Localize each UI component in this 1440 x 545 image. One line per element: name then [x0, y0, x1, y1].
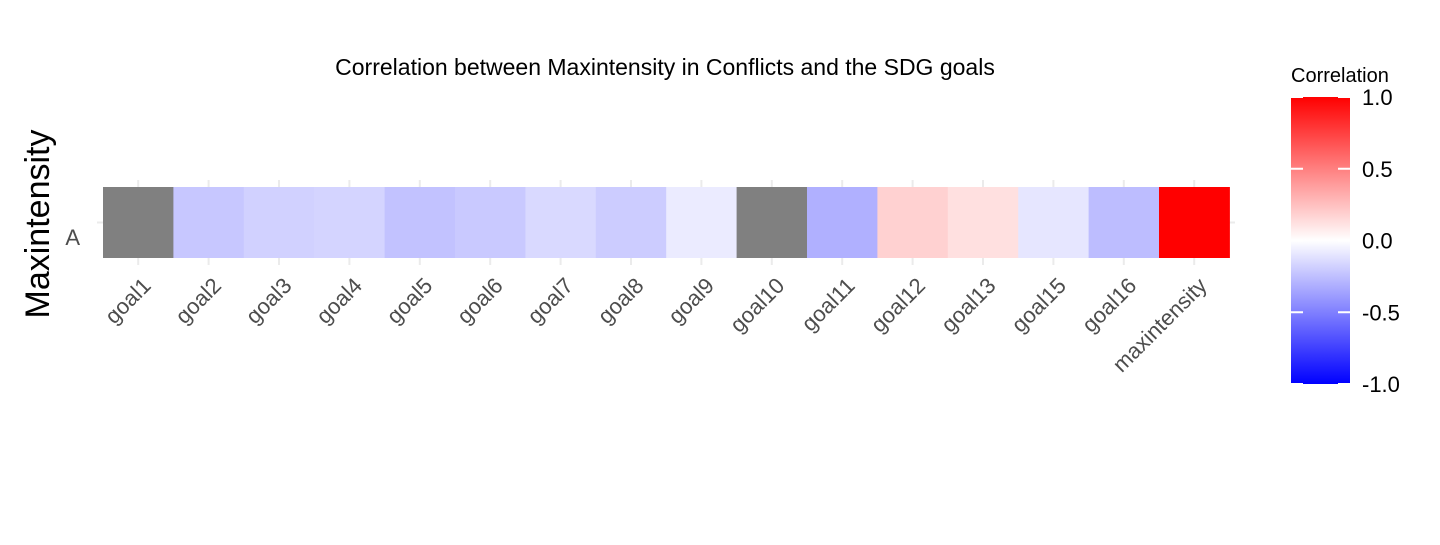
heatmap-cell-goal3 [243, 187, 315, 258]
x-tick-label: goal6 [452, 273, 508, 329]
legend-tick-label: 0.5 [1362, 157, 1393, 182]
heatmap-cell-maxintensity [1159, 187, 1230, 258]
x-tick-label: goal8 [593, 273, 649, 329]
legend-tick-label: 0.0 [1362, 229, 1393, 254]
x-tick-label: goal10 [725, 273, 789, 337]
heatmap-cell-goal7 [525, 187, 597, 258]
x-tick-label: goal7 [522, 273, 578, 329]
x-tick-label: goal13 [936, 273, 1000, 337]
x-tick-label: goal5 [382, 273, 438, 329]
heatmap-cell-goal16 [1088, 187, 1160, 258]
x-tick-label: goal15 [1007, 273, 1071, 337]
x-tick-label: goal11 [796, 273, 859, 336]
x-tick-label: goal4 [311, 273, 367, 329]
heatmap-cell-goal6 [455, 187, 526, 258]
heatmap-cells [103, 187, 1230, 258]
heatmap-cell-goal5 [384, 187, 456, 258]
heatmap-cell-goal2 [173, 187, 245, 258]
heatmap-cell-goal11 [807, 187, 878, 258]
y-axis-title: Maxintensity [19, 130, 57, 319]
x-tick-label: goal9 [663, 273, 719, 329]
legend-tick-label: 1.0 [1362, 85, 1393, 110]
x-tick-label: goal1 [100, 273, 156, 329]
x-tick-labels: goal1 goal2 goal3 goal4 goal5 goal6 goal7 goal8… [100, 273, 1212, 377]
heatmap-cell-goal10 [736, 187, 808, 258]
x-tick-label: goal16 [1077, 273, 1141, 337]
chart-title: Correlation between Maxintensity in Conf… [335, 54, 995, 80]
heatmap-cell-goal8 [595, 187, 667, 258]
x-tick-label: goal12 [866, 273, 930, 337]
heatmap-cell-goal15 [1018, 187, 1090, 258]
legend-tick-label: -1.0 [1362, 372, 1400, 397]
heatmap-cell-goal13 [947, 187, 1019, 258]
heatmap-cell-goal12 [877, 187, 949, 258]
legend-ticks: 1.0 0.5 0.0 -0.5 -1.0 [1291, 85, 1400, 397]
color-legend: Correlation 1.0 0.5 0.0 -0.5 -1.0 [1291, 65, 1400, 397]
heatmap-cell-goal4 [314, 187, 386, 258]
heatmap-cell-goal1 [103, 187, 174, 258]
heatmap-cell-goal9 [666, 187, 738, 258]
y-tick-label: A [65, 225, 80, 250]
x-tick-label: goal2 [170, 273, 226, 329]
legend-tick-label: -0.5 [1362, 300, 1400, 325]
x-tick-label: goal3 [241, 273, 297, 329]
legend-title: Correlation [1291, 65, 1389, 87]
